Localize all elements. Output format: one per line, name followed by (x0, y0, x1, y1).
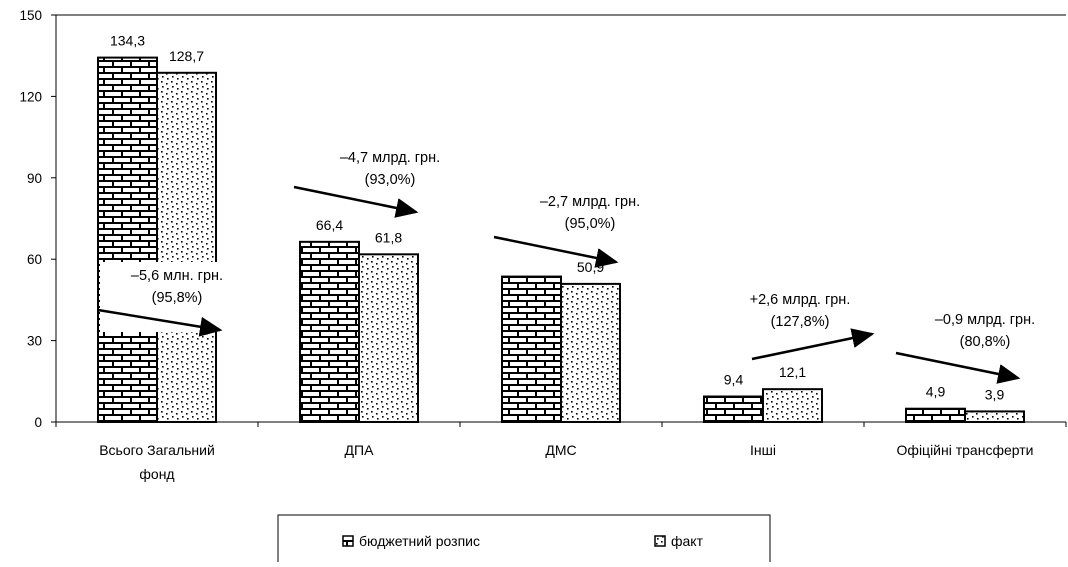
bar (299, 240, 360, 423)
bar (964, 410, 1025, 423)
annotation-text: –5,6 млн. грн. (131, 268, 223, 284)
legend-box (277, 514, 771, 567)
annotation-text: (95,8%) (152, 290, 203, 306)
legend: бюджетний розпис факт (277, 514, 771, 567)
annotation-text: –0,9 млрд. грн. (935, 312, 1035, 328)
x-tick-label: Всього Загальний (99, 442, 215, 458)
legend-label: бюджетний розпис (359, 533, 480, 549)
bar (560, 282, 621, 423)
x-tick-label: Інші (750, 442, 776, 458)
data-label: 3,9 (985, 386, 1005, 402)
annotation-arrow (493, 235, 619, 268)
bar (762, 388, 823, 424)
data-label: 134,3 (110, 33, 145, 49)
annotation-text: (95,0%) (565, 216, 616, 232)
annotation-arrow (97, 308, 223, 337)
x-tick-label: ДМС (545, 442, 576, 458)
x-tick-label: Офіційні трансферти (897, 442, 1034, 458)
annotation-arrow (293, 185, 419, 218)
legend-label: факт (671, 533, 704, 549)
data-label: 128,7 (169, 48, 204, 64)
y-tick-label: 60 (27, 252, 42, 267)
annotation-text: (93,0%) (365, 172, 416, 188)
x-tick-label: фонд (139, 466, 174, 482)
legend-swatch (342, 535, 354, 547)
annotations: –5,6 млн. грн. (95,8%) –4,7 млрд. грн. (93,… (97, 150, 1035, 384)
bar (358, 253, 419, 423)
annotation-text: (127,8%) (771, 314, 830, 330)
annotation-arrow (751, 328, 875, 361)
bar (905, 407, 966, 424)
bar (501, 275, 562, 423)
y-tick-label: 30 (27, 334, 42, 349)
annotation-text: +2,6 млрд. грн. (750, 292, 851, 308)
bar (97, 56, 158, 423)
legend-swatch (654, 535, 666, 547)
y-tick-label: 120 (19, 89, 42, 104)
annotation-text: –2,7 млрд. грн. (540, 194, 640, 210)
y-tick-label: 90 (27, 171, 42, 186)
data-label: 66,4 (316, 217, 343, 233)
y-tick-label: 0 (34, 415, 42, 430)
annotation-text: (80,8%) (960, 334, 1011, 350)
data-labels: 134,3 66,4 9,4 4,9 128,7 61,8 50,9 12,1 3,9 (110, 33, 1004, 403)
x-tick-label: ДПА (345, 442, 375, 458)
bar (703, 395, 764, 423)
annotation-text: –4,7 млрд. грн. (340, 150, 440, 166)
data-label: 61,8 (375, 229, 402, 245)
y-tick-label: 150 (19, 8, 42, 23)
data-label: 12,1 (779, 364, 806, 380)
data-label: 9,4 (724, 371, 744, 387)
axes: 0 30 60 90 120 150 Всього Загальний фонд ДПА ДМС І… (19, 8, 1067, 482)
bars (97, 56, 1025, 424)
data-label: 4,9 (926, 384, 946, 400)
bar (156, 71, 217, 423)
annotation-arrow (895, 351, 1021, 384)
data-label: 50,9 (577, 259, 604, 275)
